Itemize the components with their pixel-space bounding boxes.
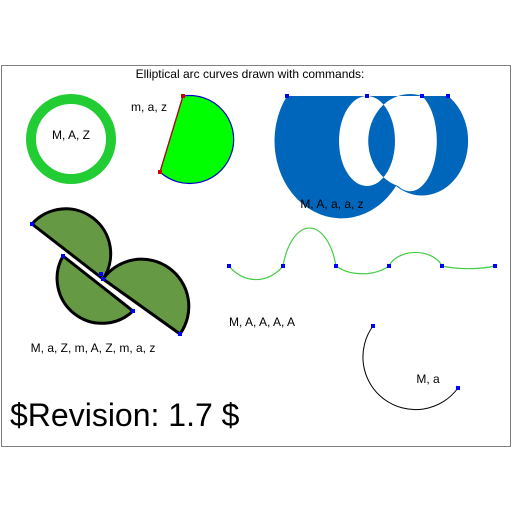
blue-lobes-shape — [274, 94, 469, 219]
wave-marker-4 — [387, 264, 391, 268]
wave-marker-3 — [334, 264, 338, 268]
pie-marker-top — [181, 94, 185, 98]
ring-label: M, A, Z — [52, 128, 90, 142]
olive-marker-1 — [30, 222, 34, 226]
pie-figure: m, a, z — [131, 94, 235, 185]
blue-lobes-figure: M, A, a, a, z — [274, 94, 469, 219]
olive-marker-6 — [178, 332, 182, 336]
green-wave-curve — [228, 227, 496, 281]
diagram-title: Elliptical arc curves drawn with command… — [136, 67, 365, 81]
small-arc-figure: M, a — [362, 324, 460, 411]
pie-marker-bottom — [158, 170, 162, 174]
revision-text: $Revision: 1.7 $ — [10, 397, 240, 433]
small-arc-label: M, a — [416, 372, 440, 386]
lobes-marker-1 — [285, 94, 289, 98]
black-arc — [362, 325, 459, 411]
pie-edge-red — [159, 95, 184, 173]
ring-figure: M, A, Z — [26, 94, 116, 184]
wave-marker-1 — [227, 264, 231, 268]
wave-marker-5 — [440, 264, 444, 268]
wave-label: M, A, A, A, A — [229, 315, 295, 329]
olive-marker-5 — [131, 309, 135, 313]
wave-marker-2 — [281, 264, 285, 268]
green-ring — [26, 94, 116, 184]
olive-label: M, a, Z, m, A, Z, m, a, z — [31, 341, 156, 355]
olive-half-disc-top — [30, 207, 113, 281]
wave-figure: M, A, A, A, A — [227, 227, 497, 329]
wave-marker-6 — [493, 264, 497, 268]
lobes-marker-4 — [446, 94, 450, 98]
olive-marker-2 — [61, 254, 65, 258]
lobes-marker-2 — [365, 94, 369, 98]
olive-half-disc-middle — [55, 254, 135, 325]
canvas-frame — [1, 65, 511, 447]
lobes-marker-3 — [420, 94, 424, 98]
small-arc-marker-start — [371, 324, 375, 328]
pie-label: m, a, z — [131, 100, 167, 114]
olive-marker-4 — [101, 277, 105, 281]
olive-figure: M, a, Z, m, A, Z, m, a, z — [30, 207, 191, 355]
green-pie-wedge — [159, 94, 235, 185]
olive-marker-3 — [99, 272, 103, 276]
olive-half-disc-bottom — [101, 257, 191, 336]
blue-lobes-label: M, A, a, a, z — [300, 197, 363, 211]
small-arc-marker-end — [456, 386, 460, 390]
